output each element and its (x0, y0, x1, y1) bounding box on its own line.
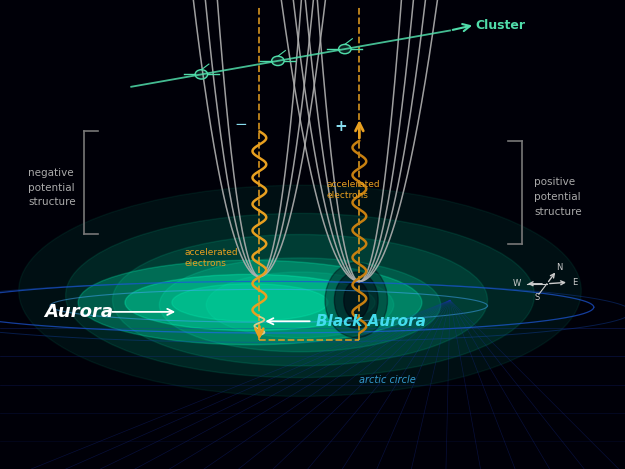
Ellipse shape (172, 284, 328, 321)
Text: accelerated
electrons: accelerated electrons (327, 180, 381, 200)
Circle shape (272, 57, 284, 65)
Ellipse shape (19, 185, 581, 396)
Circle shape (196, 70, 207, 79)
Circle shape (339, 45, 351, 53)
Ellipse shape (112, 234, 488, 366)
Ellipse shape (78, 260, 422, 345)
Text: N: N (556, 263, 562, 272)
Text: positive
potential
structure: positive potential structure (534, 177, 582, 217)
Text: negative
potential
structure: negative potential structure (28, 168, 76, 207)
Text: Aurora: Aurora (44, 303, 112, 321)
Text: W: W (512, 279, 521, 288)
Text: arctic circle: arctic circle (359, 375, 416, 385)
Text: Cluster: Cluster (475, 19, 525, 32)
Text: −: − (234, 117, 247, 132)
Ellipse shape (325, 263, 388, 338)
Text: Black Aurora: Black Aurora (316, 314, 426, 329)
Ellipse shape (334, 272, 378, 328)
Ellipse shape (206, 272, 394, 338)
Text: S: S (534, 293, 539, 302)
Ellipse shape (159, 258, 441, 352)
Ellipse shape (125, 274, 375, 331)
Text: E: E (572, 278, 578, 287)
Text: accelerated
electrons: accelerated electrons (184, 248, 238, 268)
Text: +: + (334, 119, 347, 134)
Ellipse shape (344, 281, 369, 319)
Ellipse shape (66, 213, 534, 378)
